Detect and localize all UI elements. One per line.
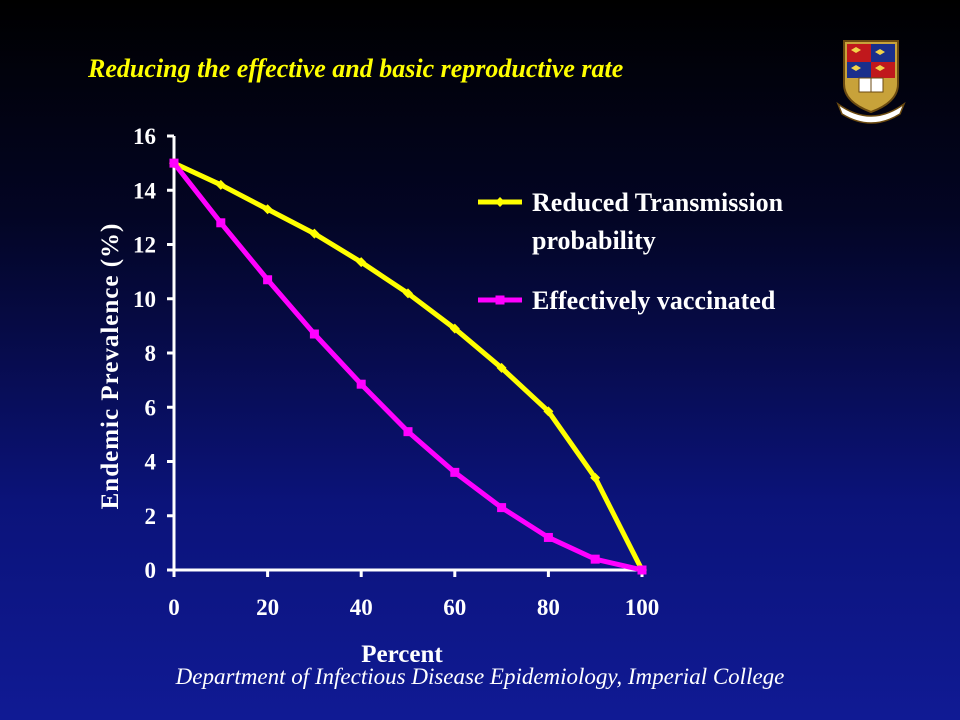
data-point-series-1 [403,288,413,299]
legend-label: Effectively vaccinated [532,286,776,315]
y-tick-label: 8 [145,341,157,366]
legend-swatch-marker [495,197,505,207]
y-tick-label: 12 [133,233,156,258]
y-tick-label: 0 [145,558,157,583]
data-point-series-1 [262,204,273,215]
y-tick-label: 4 [145,450,157,475]
college-crest-icon [836,40,906,124]
footer-text: Department of Infectious Disease Epidemi… [175,664,785,689]
x-axis-title: Percent [361,641,443,668]
data-point-series-2 [263,275,273,285]
y-tick-label: 6 [145,395,157,420]
legend-label: probability [532,226,656,255]
data-point-series-1 [356,257,367,268]
data-point-series-1 [496,362,507,373]
x-tick-label: 80 [537,595,560,620]
x-tick-label: 0 [168,595,180,620]
data-point-series-2 [216,218,226,228]
y-axis-title: Endemic Prevalence (%) [97,223,124,510]
x-tick-label: 40 [350,595,373,620]
y-tick-label: 2 [145,504,157,529]
data-point-series-2 [637,565,647,575]
y-tick-label: 10 [133,287,156,312]
data-point-series-1 [309,228,320,239]
data-point-series-2 [309,329,319,339]
data-point-series-1 [590,472,601,483]
data-point-series-2 [590,554,600,564]
x-tick-label: 60 [443,595,466,620]
legend-label: Reduced Transmission [532,188,784,217]
data-point-series-2 [356,379,366,389]
slide-title: Reducing the effective and basic reprodu… [88,54,624,83]
data-point-series-2 [497,503,507,513]
data-point-series-2 [169,158,179,168]
series-line-1 [172,160,645,572]
data-point-series-1 [543,406,554,417]
y-tick-label: 16 [133,124,156,149]
x-tick-label: 20 [256,595,279,620]
data-point-series-2 [403,427,413,437]
series-line-2 [172,161,643,573]
data-point-series-2 [543,532,553,542]
y-tick-label: 14 [133,178,157,203]
data-point-series-1 [449,323,460,334]
legend-swatch-marker [495,295,505,305]
data-point-series-1 [215,179,226,190]
x-tick-label: 100 [625,595,660,620]
data-point-series-2 [450,467,460,477]
